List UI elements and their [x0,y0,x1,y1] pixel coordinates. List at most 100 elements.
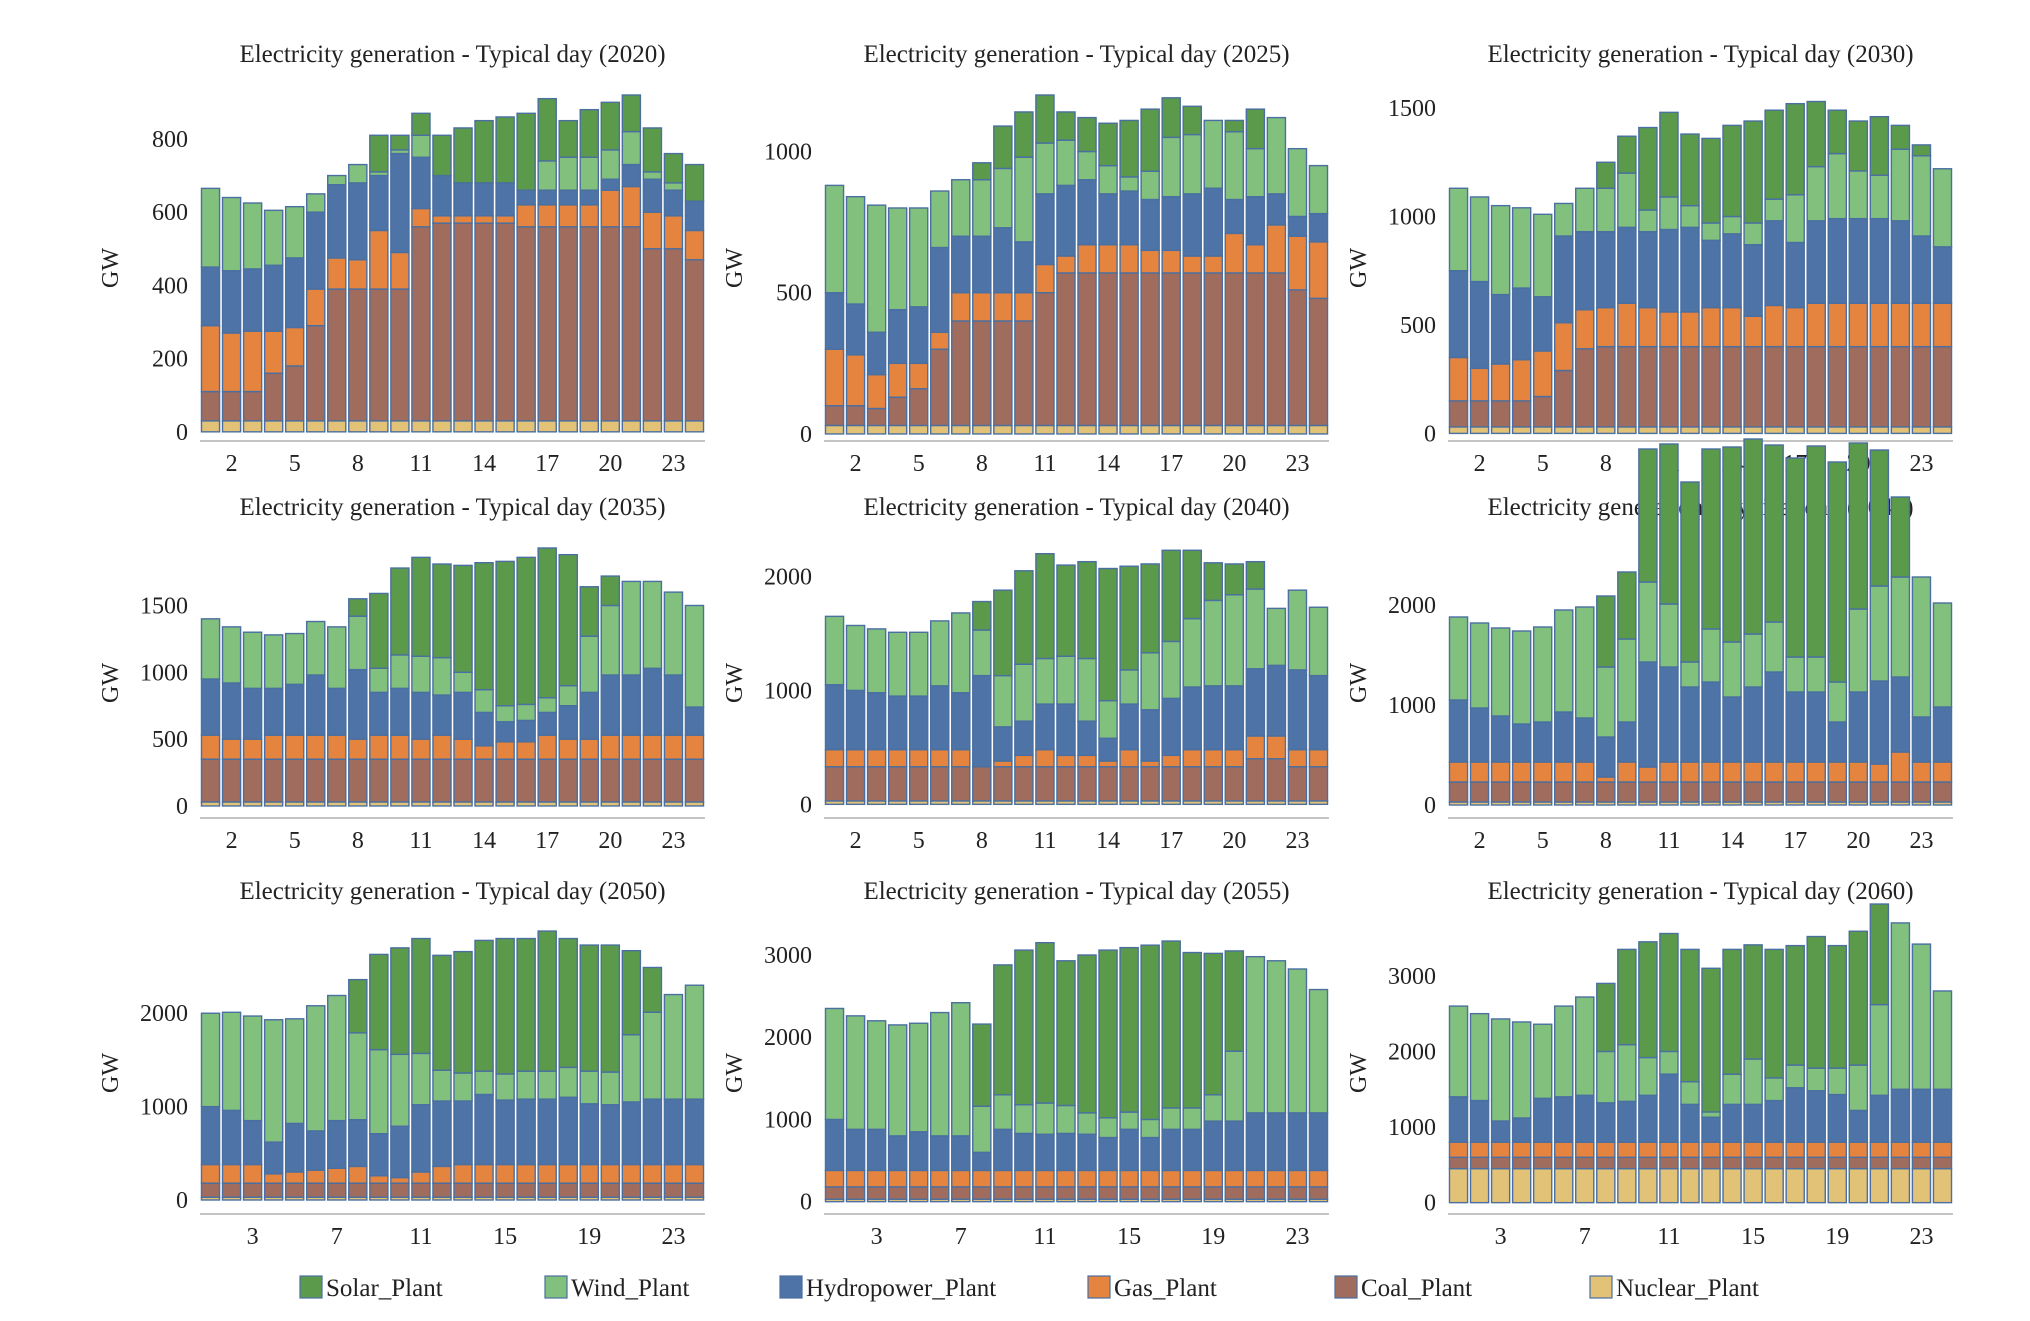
y-tick-label: 1000 [1388,204,1436,230]
bar-segment-coal-plant [1119,272,1139,427]
bar-segment-wind-plant [1932,602,1953,708]
legend: Solar_Plant Wind_Plant Hydropower_Plant Gas… [299,1275,1759,1302]
bar-segment-gas-plant [1245,243,1266,274]
bar-segment-gas-plant [411,738,431,760]
bar-segment-nuclear-plant [1659,1167,1679,1204]
x-tick-label: 11 [1033,451,1056,477]
bar-segment-coal-plant [284,365,305,422]
bar-segment-wind-plant [1448,1005,1469,1098]
x-tick-label: 5 [913,451,925,477]
bar-segment-nuclear-plant [1638,1167,1658,1204]
bar-segment-nuclear-plant [1490,426,1511,435]
bar-segment-coal-plant [1098,272,1118,427]
bar-segment-solar-plant [1722,446,1742,643]
bar-segment-hydropower-plant [1659,666,1679,763]
bar-segment-nuclear-plant [993,424,1013,435]
bar-segment-wind-plant [1869,585,1890,682]
bar-segment-wind-plant [516,1070,536,1100]
bars [824,940,1329,1203]
bar-segment-hydropower-plant [1098,1136,1118,1172]
chart-panel-1: Electricity generation - Typical day (20… [722,41,1329,477]
bar-segment-hydropower-plant [1035,1133,1055,1172]
bar-segment-wind-plant [972,179,992,237]
y-tick-label: 200 [152,347,188,373]
bar-segment-solar-plant [1014,949,1034,1106]
bar-segment-hydropower-plant [1785,241,1805,309]
bar-segment-hydropower-plant [200,266,221,327]
y-axis-label: GW [1346,663,1372,703]
bar-segment-wind-plant [1140,652,1160,711]
bar-segment-coal-plant [1161,272,1181,427]
bar-segment-wind-plant [558,1066,578,1098]
bar-segment-coal-plant [1869,345,1890,428]
bar-segment-solar-plant [1035,941,1055,1104]
bar-segment-wind-plant [1077,150,1097,181]
bar-segment-coal-plant [1764,345,1784,428]
bar-segment-wind-plant [1848,1064,1869,1112]
bar-segment-wind-plant [824,184,845,294]
bar-segment-wind-plant [1659,603,1679,668]
bar-segment-solar-plant [516,556,536,706]
bar-segment-wind-plant [558,156,578,191]
bar-segment-coal-plant [866,766,887,802]
bar-segment-hydropower-plant [972,235,992,294]
bar-segment-solar-plant [390,567,410,656]
bar-segment-coal-plant [663,1182,684,1198]
bar-segment-gas-plant [621,1163,642,1184]
bar-segment-wind-plant [1532,1023,1553,1100]
bar-segment-gas-plant [1287,748,1308,768]
bar-segment-coal-plant [1245,758,1266,802]
bar-segment-coal-plant [327,1182,347,1198]
bar-segment-solar-plant [1869,449,1890,587]
bar-segment-coal-plant [1203,272,1224,427]
bar-segment-gas-plant [1140,1169,1160,1188]
bar-segment-solar-plant [537,97,557,162]
bar-segment-solar-plant [1638,941,1658,1059]
bar-segment-hydropower-plant [972,674,992,768]
legend-swatch [779,1275,803,1299]
bar-segment-hydropower-plant [1638,661,1658,768]
bar-segment-nuclear-plant [1596,426,1616,435]
chart-panel-4: Electricity generation - Typical day (20… [722,494,1329,854]
bar-segment-wind-plant [1182,133,1202,195]
bar-segment-wind-plant [887,1024,908,1137]
bars [200,94,705,433]
bar-segment-hydropower-plant [305,674,326,736]
bar-segment-hydropower-plant [1701,239,1721,309]
bar-segment-hydropower-plant [1848,217,1869,304]
bar-segment-coal-plant [951,1186,971,1200]
bar-segment-hydropower-plant [474,182,494,217]
bar-segment-gas-plant [1308,748,1329,768]
bar-segment-hydropower-plant [200,678,221,736]
bar-segment-solar-plant [1617,571,1637,640]
bar-segment-solar-plant [516,937,536,1072]
bar-segment-gas-plant [845,354,866,407]
bar-segment-hydropower-plant [1245,668,1266,737]
bar-segment-coal-plant [824,766,845,802]
x-tick-label: 23 [1909,1224,1933,1250]
x-tick-label: 17 [1159,451,1183,477]
bar-segment-coal-plant [242,390,263,422]
bar-segment-solar-plant [1182,549,1202,620]
bar-segment-wind-plant [993,167,1013,229]
bar-segment-hydropower-plant [579,691,600,740]
bar-segment-nuclear-plant [951,424,971,435]
bar-segment-gas-plant [1932,761,1953,783]
bar-segment-hydropower-plant [369,691,389,736]
bar-segment-wind-plant [1098,164,1118,195]
bar-segment-gas-plant [474,1163,494,1184]
bar-segment-coal-plant [993,1186,1013,1200]
bar-segment-wind-plant [1490,1018,1511,1122]
y-tick-label: 500 [1400,313,1436,339]
bar-segment-gas-plant [200,324,221,393]
y-tick-label: 500 [776,281,812,307]
legend-label: Coal_Plant [1361,1275,1472,1302]
bar-segment-solar-plant [1659,111,1679,198]
bar-segment-solar-plant [1785,457,1805,658]
bar-segment-coal-plant [1680,1156,1700,1170]
bar-segment-coal-plant [908,388,929,427]
bar-segment-gas-plant [369,1175,389,1184]
x-tick-label: 3 [871,1224,883,1250]
bar-segment-gas-plant [1098,243,1118,274]
bar-segment-solar-plant [369,134,389,173]
